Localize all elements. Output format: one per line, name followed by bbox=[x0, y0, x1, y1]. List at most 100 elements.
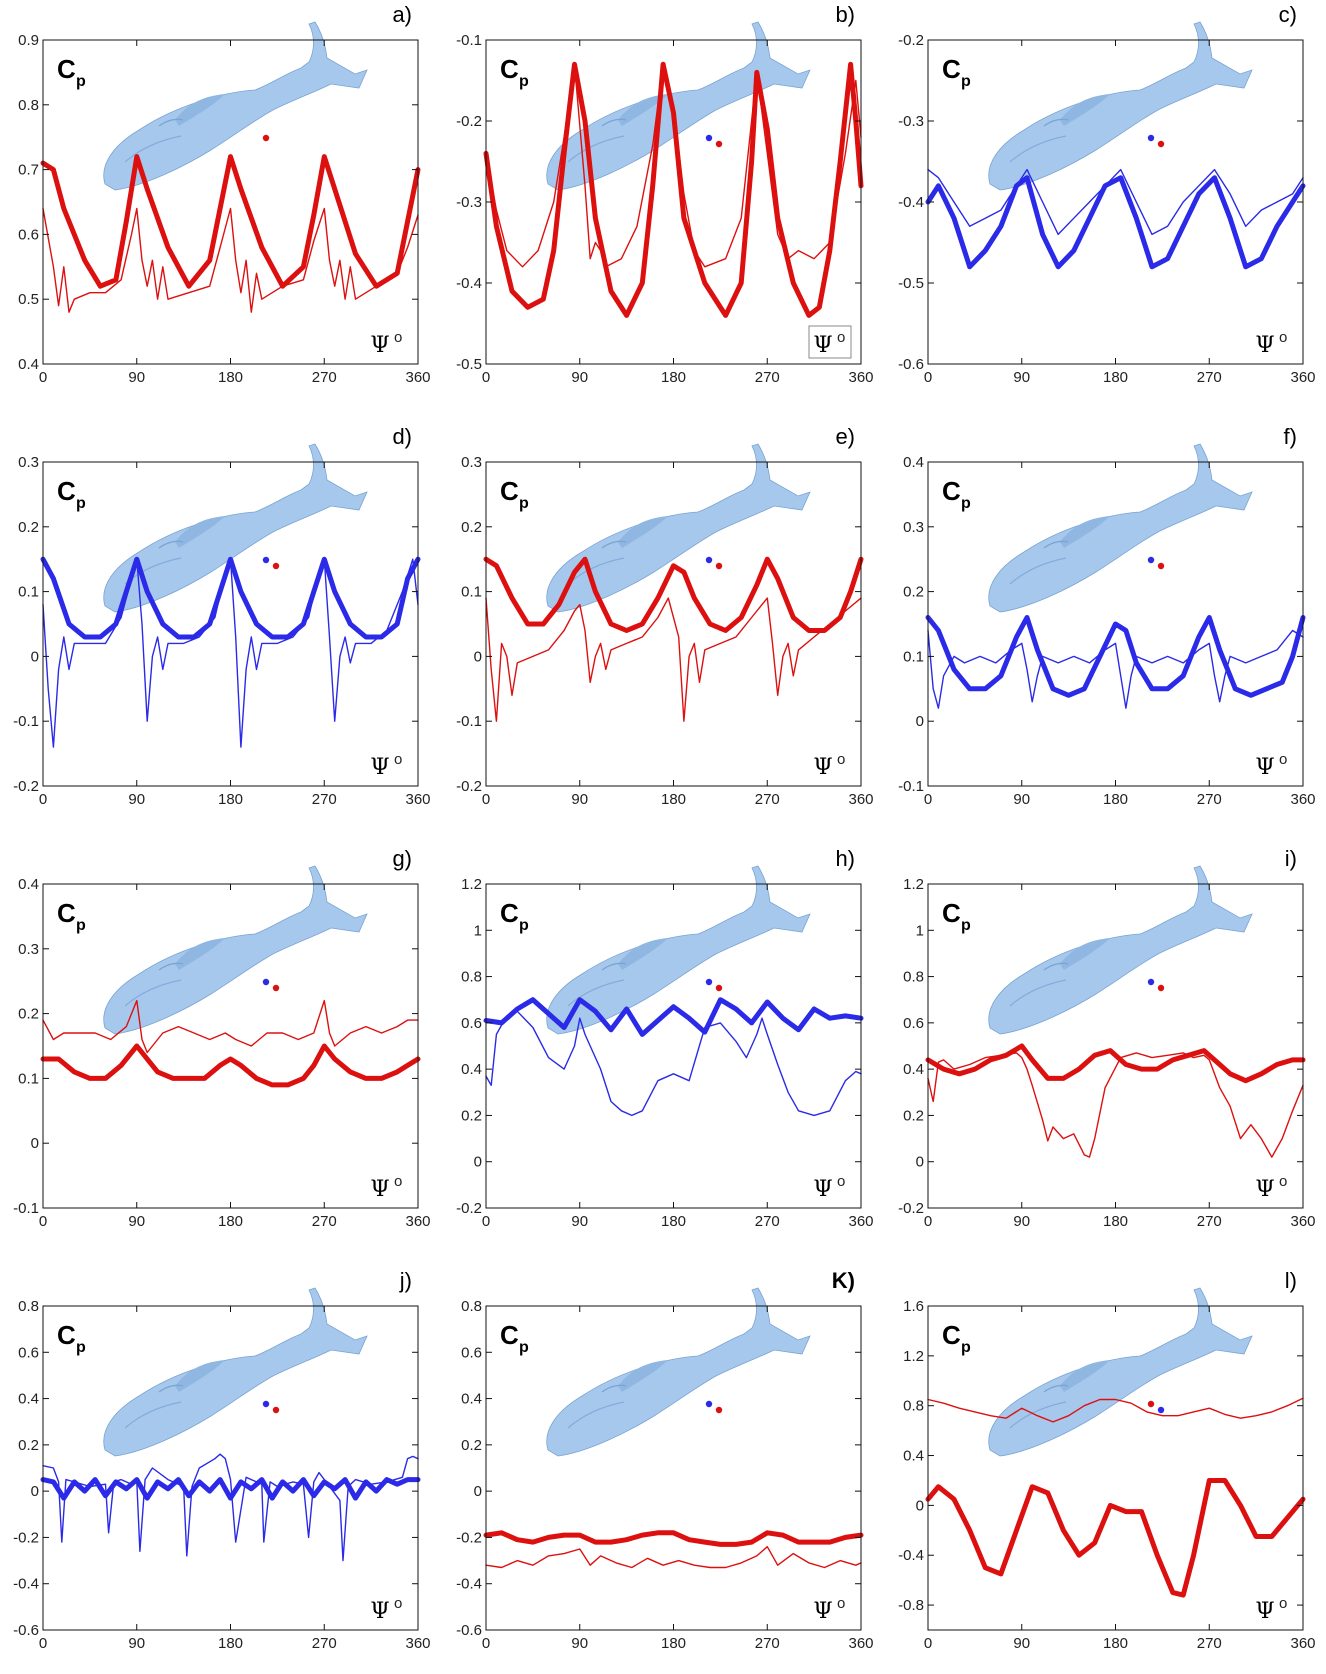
engine-intake-line bbox=[601, 118, 627, 127]
cabin-line bbox=[567, 979, 625, 1007]
series-line-thick-blue bbox=[925, 615, 1306, 698]
series-line-thin-red bbox=[485, 1545, 862, 1569]
panel-label: e) bbox=[835, 424, 855, 449]
cabin-line bbox=[567, 135, 625, 163]
y-axis-subscript: p bbox=[76, 495, 86, 512]
y-tick-label: 0.2 bbox=[461, 1107, 482, 1124]
panel-label: l) bbox=[1285, 1268, 1297, 1293]
x-tick-label: 180 bbox=[218, 1213, 243, 1230]
x-tick-label: 180 bbox=[218, 1635, 243, 1652]
series-line-thick-red bbox=[40, 154, 421, 289]
plot-frame bbox=[42, 39, 419, 365]
y-tick-label: -0.1 bbox=[898, 778, 924, 795]
y-axis-subscript: p bbox=[76, 917, 86, 934]
rotor-hub-fairing bbox=[1060, 1360, 1110, 1392]
x-axis-symbol: Ψ bbox=[1255, 333, 1274, 358]
engine-intake-line bbox=[158, 962, 184, 971]
x-tick-label: 360 bbox=[1290, 791, 1315, 808]
probe-point-red bbox=[1157, 562, 1165, 570]
y-tick-label: 0.1 bbox=[461, 584, 482, 601]
y-axis-symbol: C bbox=[57, 476, 76, 506]
probe-point-blue bbox=[705, 978, 713, 986]
x-tick-label: 270 bbox=[1197, 791, 1222, 808]
y-tick-label: 1 bbox=[474, 922, 482, 939]
probe-point-blue bbox=[1147, 134, 1155, 142]
y-tick-label: -0.2 bbox=[456, 1529, 482, 1546]
y-tick-label: 1.6 bbox=[903, 1298, 924, 1315]
y-tick-label: 0.4 bbox=[18, 356, 39, 373]
y-axis-symbol: C bbox=[942, 476, 961, 506]
series-line-thin-blue bbox=[927, 168, 1304, 236]
plot-frame bbox=[42, 461, 419, 787]
y-tick-label: 0.2 bbox=[903, 1107, 924, 1124]
fuselage-shape bbox=[988, 1287, 1253, 1457]
x-tick-label: 180 bbox=[218, 369, 243, 386]
y-tick-label: 0.8 bbox=[18, 97, 39, 114]
x-tick-label: 360 bbox=[1290, 1635, 1315, 1652]
y-tick-label: -0.3 bbox=[898, 113, 924, 130]
y-tick-label: -0.2 bbox=[456, 113, 482, 130]
series-group bbox=[483, 556, 864, 722]
x-tick-label: 270 bbox=[1197, 1635, 1222, 1652]
x-tick-label: 90 bbox=[571, 1635, 588, 1652]
y-axis-subscript: p bbox=[519, 495, 529, 512]
series-line-thin-red bbox=[42, 207, 419, 313]
y-tick-label: -0.6 bbox=[456, 1622, 482, 1639]
y-tick-label: -0.4 bbox=[898, 194, 924, 211]
series-line-thin-red bbox=[927, 1052, 1304, 1158]
x-tick-label: 0 bbox=[924, 369, 932, 386]
x-tick-label: 0 bbox=[924, 1213, 932, 1230]
series-group bbox=[40, 154, 421, 313]
panel-a: a) 0.4 0.5 0.6 0.7 0.8 0.9 0 90 180 270 360 C p Ψ o bbox=[18, 2, 430, 386]
x-axis-symbol: Ψ bbox=[813, 1177, 832, 1202]
series-line-thick-blue bbox=[40, 556, 421, 640]
rotor-hub-fairing bbox=[175, 938, 225, 970]
cabin-line bbox=[1009, 135, 1067, 163]
x-tick-label: 0 bbox=[482, 791, 490, 808]
y-tick-label: 0.4 bbox=[461, 1391, 482, 1408]
x-axis-symbol: Ψ bbox=[370, 333, 389, 358]
plot-frame bbox=[927, 39, 1304, 365]
probe-point-red bbox=[715, 140, 723, 148]
y-tick-label: 0.9 bbox=[18, 32, 39, 49]
x-axis-symbol: Ψ bbox=[813, 755, 832, 780]
y-tick-label: 0 bbox=[31, 648, 39, 665]
y-tick-label: 0.1 bbox=[903, 648, 924, 665]
y-axis-symbol: C bbox=[942, 1320, 961, 1350]
y-axis-subscript: p bbox=[519, 1339, 529, 1356]
series-line-thick-blue bbox=[925, 175, 1306, 270]
y-axis-symbol: C bbox=[57, 898, 76, 928]
series-group bbox=[925, 615, 1306, 709]
x-tick-label: 360 bbox=[1290, 1213, 1315, 1230]
y-tick-label: 1 bbox=[916, 922, 924, 939]
y-axis-subscript: p bbox=[961, 495, 971, 512]
rotor-hub-fairing bbox=[175, 1360, 225, 1392]
probe-point-blue bbox=[705, 134, 713, 142]
helicopter-silhouette bbox=[103, 21, 368, 191]
x-tick-label: 0 bbox=[924, 1635, 932, 1652]
y-tick-label: 0.4 bbox=[903, 1061, 924, 1078]
rotor-hub-fairing bbox=[618, 516, 668, 548]
x-tick-label: 0 bbox=[39, 791, 47, 808]
rotor-hub-fairing bbox=[1060, 94, 1110, 126]
y-tick-label: 0 bbox=[916, 713, 924, 730]
y-tick-label: -0.4 bbox=[898, 1547, 924, 1564]
y-tick-label: 0.2 bbox=[18, 1006, 39, 1023]
helicopter-silhouette bbox=[103, 1287, 368, 1457]
y-tick-label: 0.6 bbox=[461, 1015, 482, 1032]
panel-label: g) bbox=[392, 846, 412, 871]
x-tick-label: 90 bbox=[128, 369, 145, 386]
probe-point-red bbox=[1147, 1400, 1155, 1408]
series-line-thick-red bbox=[483, 1530, 864, 1547]
y-tick-label: -0.4 bbox=[456, 275, 482, 292]
y-tick-label: 0.6 bbox=[903, 1015, 924, 1032]
probe-point-red bbox=[262, 134, 270, 142]
panel-b: b) -0.5 -0.4 -0.3 -0.2 -0.1 0 90 180 270 360 C p Ψ o bbox=[456, 2, 873, 386]
x-tick-label: 0 bbox=[482, 369, 490, 386]
panel-label: i) bbox=[1285, 846, 1297, 871]
series-group bbox=[925, 1397, 1306, 1598]
y-tick-label: 0.4 bbox=[903, 1448, 924, 1465]
panel-d: d) -0.2 -0.1 0 0.1 0.2 0.3 0 90 180 270 360 C p Ψ o bbox=[13, 424, 430, 808]
y-tick-label: 0.2 bbox=[903, 584, 924, 601]
